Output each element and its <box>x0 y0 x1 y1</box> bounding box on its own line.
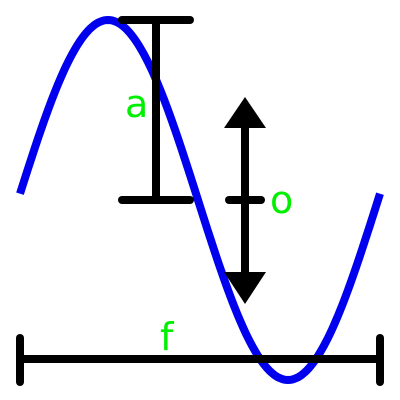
sine-wave <box>16 15 384 385</box>
amplitude-label: a <box>125 82 148 126</box>
frequency-label: f <box>160 315 175 359</box>
amplitude-marker <box>118 16 194 204</box>
offset-label: o <box>270 178 293 222</box>
frequency-marker <box>16 334 384 386</box>
offset-arrow-down-head <box>224 272 266 304</box>
offset-arrow-up-head <box>224 97 266 128</box>
offset-marker <box>224 97 266 304</box>
